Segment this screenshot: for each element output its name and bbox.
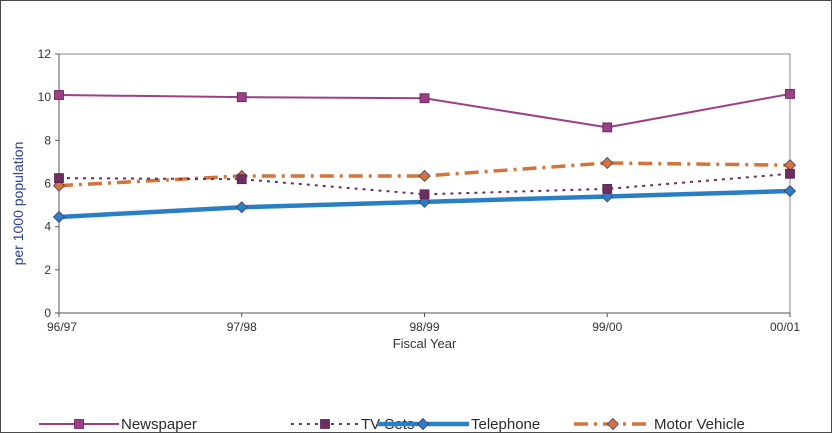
- x-tick-label: 97/98: [227, 320, 257, 334]
- data-point-motor-vehicle: [418, 169, 431, 183]
- legend-item-telephone: Telephone: [377, 416, 540, 432]
- x-tick-label: 96/97: [47, 320, 77, 334]
- legend-swatch-marker: [74, 419, 84, 429]
- x-tick-label: 98/99: [409, 320, 439, 334]
- plot-area-border: [58, 53, 791, 314]
- y-tick-label: 10: [38, 90, 52, 104]
- data-point-tv-sets: [419, 189, 430, 200]
- y-tick-label: 6: [44, 177, 51, 191]
- legend-label: Newspaper: [121, 416, 197, 432]
- data-point-telephone: [783, 184, 797, 198]
- legend-swatch-marker: [606, 417, 620, 431]
- data-point-tv-sets: [54, 173, 64, 184]
- series-newspaper: [54, 89, 795, 133]
- data-point-tv-sets: [785, 168, 795, 179]
- series-telephone: [52, 184, 797, 224]
- legend-label: Telephone: [471, 416, 540, 432]
- legend-swatch-marker: [416, 417, 430, 431]
- x-axis-title: Fiscal Year: [393, 336, 457, 351]
- data-point-newspaper: [602, 122, 613, 133]
- series-tv-sets: [54, 168, 795, 200]
- x-tick-label: 00/01: [770, 320, 800, 334]
- legend-label: Motor Vehicle: [654, 416, 745, 432]
- y-tick-label: 2: [44, 263, 51, 277]
- data-point-newspaper: [785, 89, 795, 99]
- data-point-telephone: [235, 201, 248, 214]
- y-tick-label: 8: [44, 133, 51, 147]
- legend-item-newspaper: Newspaper: [39, 416, 197, 432]
- y-tick-label: 12: [38, 47, 52, 61]
- series-line-tv-sets: [58, 172, 791, 196]
- x-tick-label: 99/00: [592, 320, 622, 334]
- y-tick-label: 0: [44, 306, 51, 320]
- data-point-newspaper: [236, 92, 247, 103]
- series-motor-vehicle: [52, 156, 797, 192]
- data-point-motor-vehicle: [601, 156, 614, 170]
- data-point-tv-sets: [602, 183, 613, 194]
- data-point-newspaper: [419, 93, 430, 104]
- legend-swatch-marker: [320, 419, 330, 429]
- y-axis-title: per 1000 population: [10, 142, 26, 266]
- data-point-tv-sets: [236, 174, 247, 185]
- legend-item-motor-vehicle: Motor Vehicle: [574, 416, 745, 432]
- y-tick-label: 4: [44, 220, 51, 234]
- data-point-telephone: [52, 210, 66, 224]
- data-point-newspaper: [54, 90, 64, 100]
